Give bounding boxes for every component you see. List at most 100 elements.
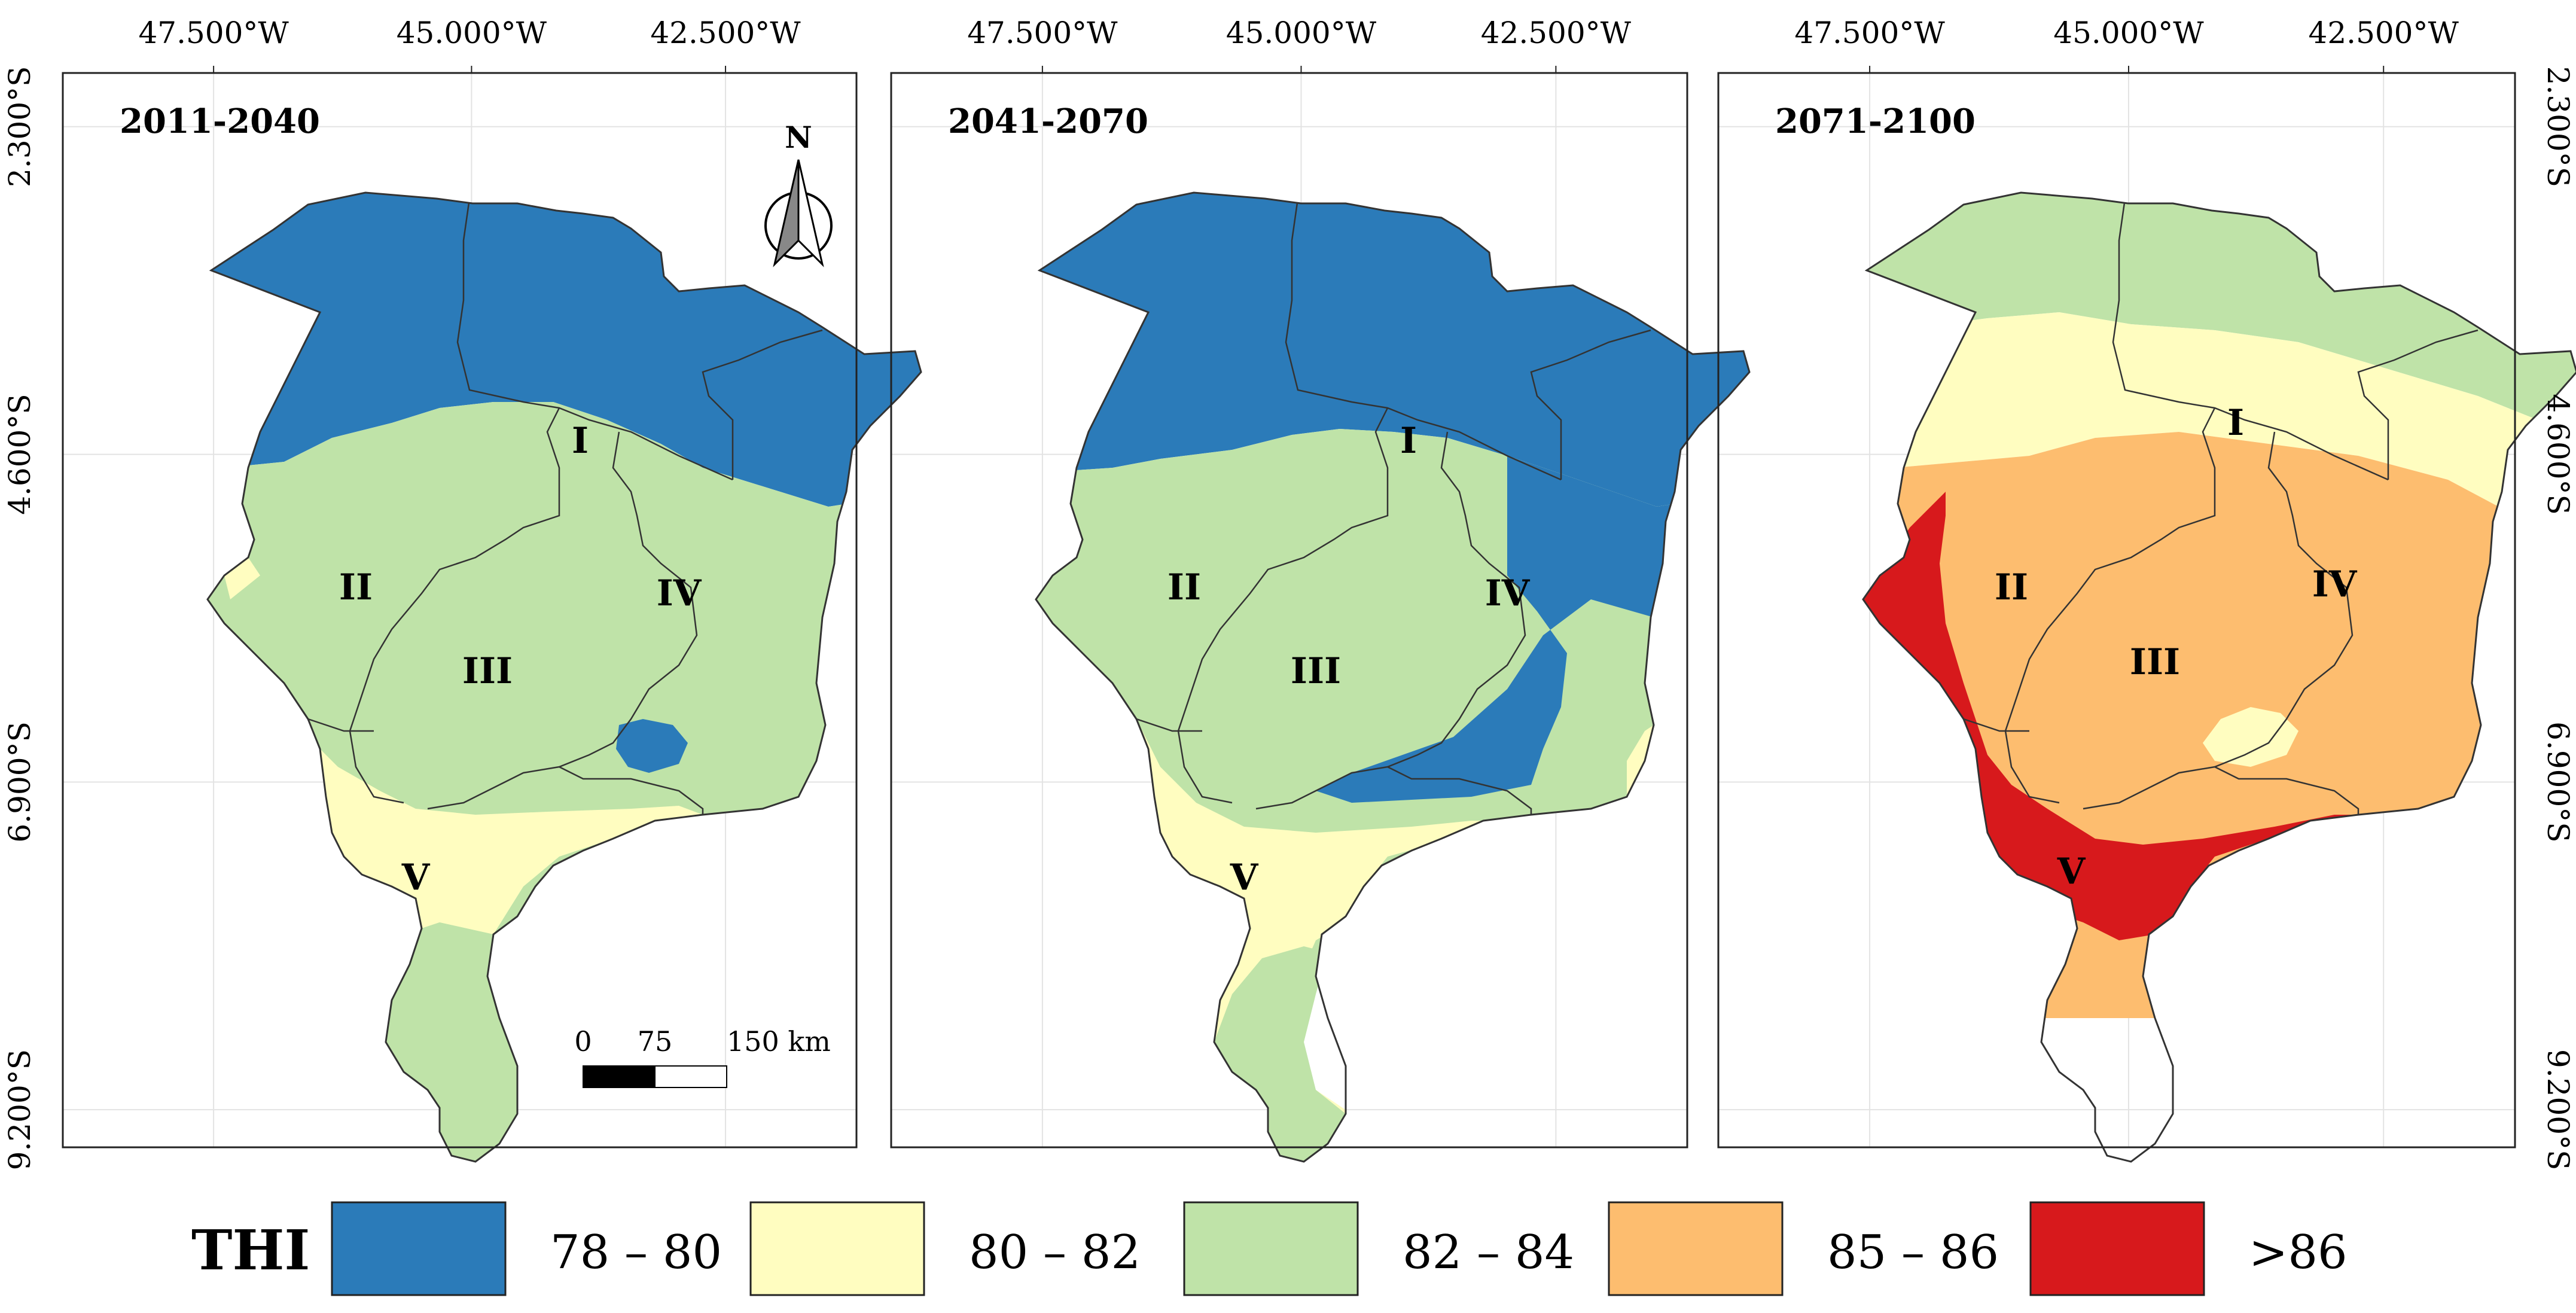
- thi-zone-tail: [1214, 946, 1346, 1162]
- region-label: V: [401, 857, 431, 898]
- region-boundary: [1136, 718, 1202, 732]
- thi-zones: [208, 193, 921, 1162]
- lon-tick-label: 42.500°W: [1481, 16, 1632, 50]
- lat-tick-label: 4.600°S: [2, 394, 37, 514]
- region-boundary: [349, 407, 560, 804]
- state-outline: [206, 191, 922, 1163]
- thi-zone-middle: [1036, 429, 1749, 958]
- scale-segment-black: [583, 1065, 656, 1088]
- compass-arrow-left: [773, 159, 800, 267]
- thi-zone-north: [208, 193, 921, 507]
- legend-swatch: [331, 1201, 507, 1296]
- region-boundary: [2214, 766, 2359, 821]
- region-boundary: [1963, 718, 2029, 732]
- legend-item: 82 – 84: [1183, 1201, 1574, 1296]
- legend-swatch: [2029, 1201, 2205, 1296]
- legend-label: 82 – 84: [1403, 1226, 1574, 1280]
- scale-bar: 0 75 150 km: [574, 1025, 831, 1088]
- thi-zone-middle: [208, 402, 921, 958]
- region-boundary: [702, 329, 823, 480]
- scale-label: 75: [638, 1025, 673, 1058]
- region-boundary: [559, 766, 704, 821]
- thi-zone-patch: [616, 719, 688, 773]
- region-label: III: [462, 650, 513, 692]
- thi-zone-north: [1863, 193, 2576, 540]
- north-arrow: N: [764, 120, 833, 267]
- region-label: III: [2130, 641, 2180, 683]
- thi-zone-band: [1627, 725, 1654, 797]
- lat-tick-label: 9.200°S: [2, 1049, 37, 1170]
- legend-item: 85 – 86: [1608, 1201, 1999, 1296]
- lat-tick-label: 6.900°S: [2541, 721, 2575, 842]
- panel-frame: [62, 72, 858, 1149]
- thi-zone-band: [224, 558, 260, 599]
- region-label: V: [2057, 851, 2086, 892]
- north-label: N: [785, 120, 812, 155]
- region-boundary: [2112, 198, 2389, 481]
- period-title: 2011-2040: [120, 102, 320, 141]
- legend-item: 78 – 80: [331, 1201, 722, 1296]
- legend-item: >86: [2029, 1201, 2348, 1296]
- lon-tick-label: 42.500°W: [650, 16, 801, 50]
- lon-tick-label: 45.000°W: [2053, 16, 2204, 50]
- scale-segment-white: [654, 1065, 727, 1088]
- lon-tick-label: 47.500°W: [967, 16, 1118, 50]
- thi-zones: [1863, 193, 2576, 1018]
- lat-tick-label: 4.600°S: [2541, 394, 2575, 514]
- legend-label: >86: [2249, 1226, 2348, 1280]
- region-label: I: [2227, 402, 2244, 444]
- region-boundary: [307, 718, 374, 732]
- region-boundaries: [307, 198, 823, 821]
- region-boundary: [456, 198, 733, 481]
- thi-zones: [1036, 193, 1749, 1162]
- lon-tick-label: 47.500°W: [138, 16, 289, 50]
- thi-zone-band: [1863, 312, 2576, 659]
- region-boundary: [1530, 329, 1651, 480]
- compass-arrow-right: [797, 159, 824, 267]
- legend-title: THI: [191, 1218, 310, 1282]
- region-boundary: [427, 431, 698, 810]
- region-boundary: [1285, 198, 1562, 481]
- lon-tick-label: 45.000°W: [397, 16, 547, 50]
- thi-zone-tail: [386, 922, 517, 1162]
- region-boundary: [1387, 766, 1532, 821]
- region-label: IV: [2312, 563, 2358, 605]
- legend-item: 80 – 82: [749, 1201, 1141, 1296]
- region-label: II: [339, 566, 373, 608]
- lat-tick-label: 2.300°S: [2541, 66, 2575, 187]
- region-label: II: [1167, 566, 1201, 608]
- thi-zone-patch: [2203, 707, 2298, 767]
- panel-frame: [1717, 72, 2516, 1149]
- legend-label: 78 – 80: [550, 1226, 722, 1280]
- region-label: III: [1291, 650, 1341, 692]
- scale-label: 150 km: [727, 1025, 831, 1058]
- lon-tick-label: 45.000°W: [1226, 16, 1377, 50]
- lon-tick-label: 47.500°W: [1794, 16, 1945, 50]
- region-boundary: [2004, 407, 2216, 804]
- period-title: 2041-2070: [948, 102, 1148, 141]
- region-boundary: [1255, 431, 1526, 810]
- period-title: 2071-2100: [1775, 102, 1976, 141]
- region-boundary: [2357, 329, 2479, 480]
- thi-zone-middle: [1863, 432, 2576, 1018]
- thi-zone-north: [1036, 193, 1749, 507]
- state-outline: [1862, 191, 2576, 1163]
- legend-label: 85 – 86: [1827, 1226, 1999, 1280]
- legend-swatch: [749, 1201, 925, 1296]
- legend-swatch: [1608, 1201, 1784, 1296]
- region-label: V: [1230, 857, 1259, 898]
- region-boundaries: [1963, 198, 2479, 821]
- region-label: I: [572, 420, 589, 462]
- region-boundary: [2083, 431, 2354, 810]
- lat-tick-label: 6.900°S: [2, 721, 37, 842]
- region-label: IV: [1485, 572, 1531, 614]
- state-outline: [1035, 191, 1751, 1163]
- panel-frame: [890, 72, 1688, 1149]
